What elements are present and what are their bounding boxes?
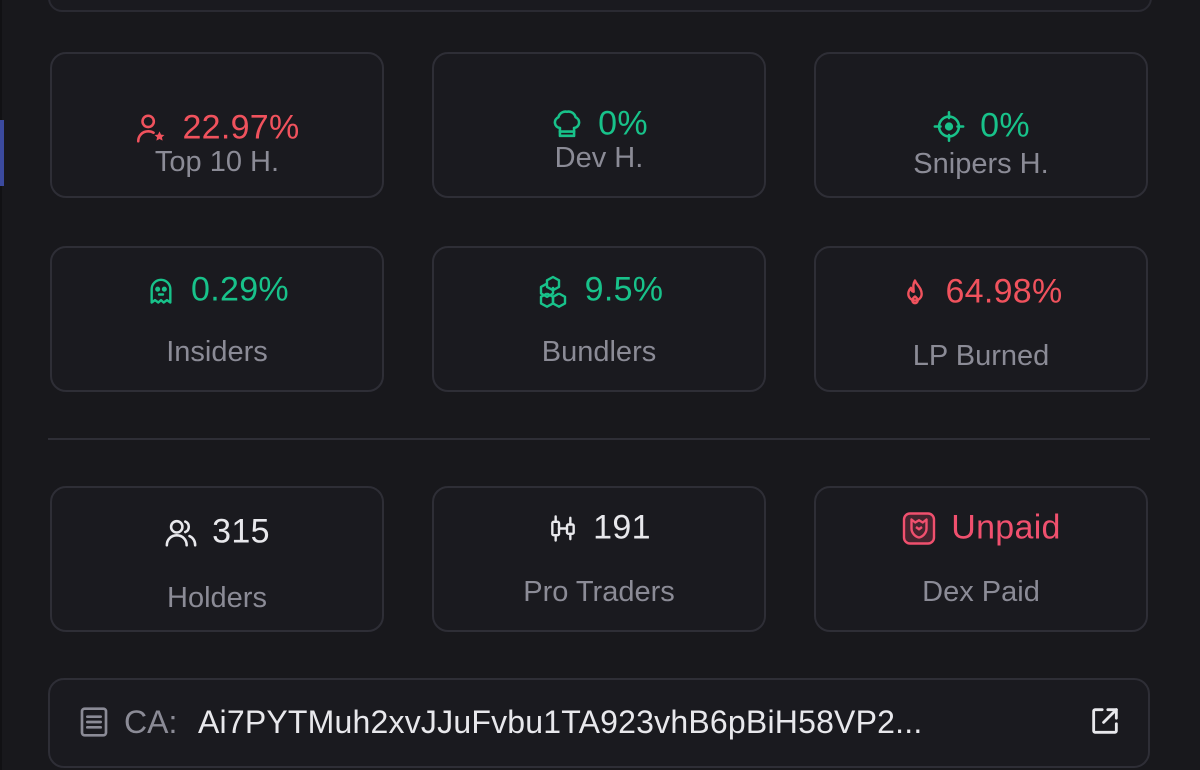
flame-icon (899, 275, 931, 309)
crosshair-icon (932, 109, 966, 143)
metric-card-pro-traders[interactable]: 191 Pro Traders (432, 486, 766, 632)
stat-card-insiders[interactable]: 0.29% Insiders (50, 246, 384, 392)
candlestick-icon (547, 511, 579, 545)
dex-paid-label: Dex Paid (922, 576, 1040, 608)
user-star-icon (134, 111, 168, 145)
metric-card-holders[interactable]: 315 Holders (50, 486, 384, 632)
top-card-fragment (48, 0, 1152, 12)
left-edge (0, 0, 2, 770)
contract-address-label: CA: (124, 704, 178, 740)
holders-value: 315 (212, 512, 270, 551)
boxes-icon (535, 272, 571, 308)
bundlers-label: Bundlers (541, 336, 657, 368)
stat-card-snipers[interactable]: 0% Snipers H. (814, 52, 1148, 198)
insiders-label: Insiders (166, 336, 268, 368)
dev-value: 0% (598, 104, 648, 143)
dexscreener-icon (901, 510, 937, 546)
users-icon (164, 515, 198, 549)
stat-card-dev[interactable]: 0% Dev H. (432, 52, 766, 198)
snipers-value: 0% (980, 106, 1030, 145)
document-icon (78, 704, 110, 745)
snipers-label: Snipers H. (913, 148, 1049, 180)
holders-label: Holders (167, 582, 267, 614)
dev-label: Dev H. (554, 142, 644, 174)
ghost-icon (145, 274, 177, 306)
stat-card-bundlers[interactable]: 9.5% Bundlers (432, 246, 766, 392)
pro-traders-label: Pro Traders (523, 576, 675, 608)
pro-traders-value: 191 (593, 508, 651, 547)
lp-burned-value: 64.98% (945, 272, 1063, 311)
stat-card-top10[interactable]: 22.97% Top 10 H. (50, 52, 384, 198)
section-divider (48, 438, 1150, 440)
contract-address-bar[interactable]: CA: Ai7PYTMuh2xvJJuFvbu1TA923vhB6pBiH58V… (48, 678, 1150, 768)
insiders-value: 0.29% (191, 270, 289, 309)
metric-card-dex-paid[interactable]: Unpaid Dex Paid (814, 486, 1148, 632)
chef-hat-icon (550, 107, 584, 141)
left-accent-bar (0, 120, 4, 186)
top10-label: Top 10 H. (154, 146, 280, 178)
dex-paid-value: Unpaid (951, 508, 1061, 547)
lp-burned-label: LP Burned (912, 340, 1050, 372)
external-link-icon[interactable] (1088, 704, 1122, 743)
top10-value: 22.97% (182, 108, 300, 147)
contract-address-value[interactable]: Ai7PYTMuh2xvJJuFvbu1TA923vhB6pBiH58VP2..… (198, 704, 923, 740)
bundlers-value: 9.5% (584, 270, 664, 309)
stat-card-lp-burned[interactable]: 64.98% LP Burned (814, 246, 1148, 392)
